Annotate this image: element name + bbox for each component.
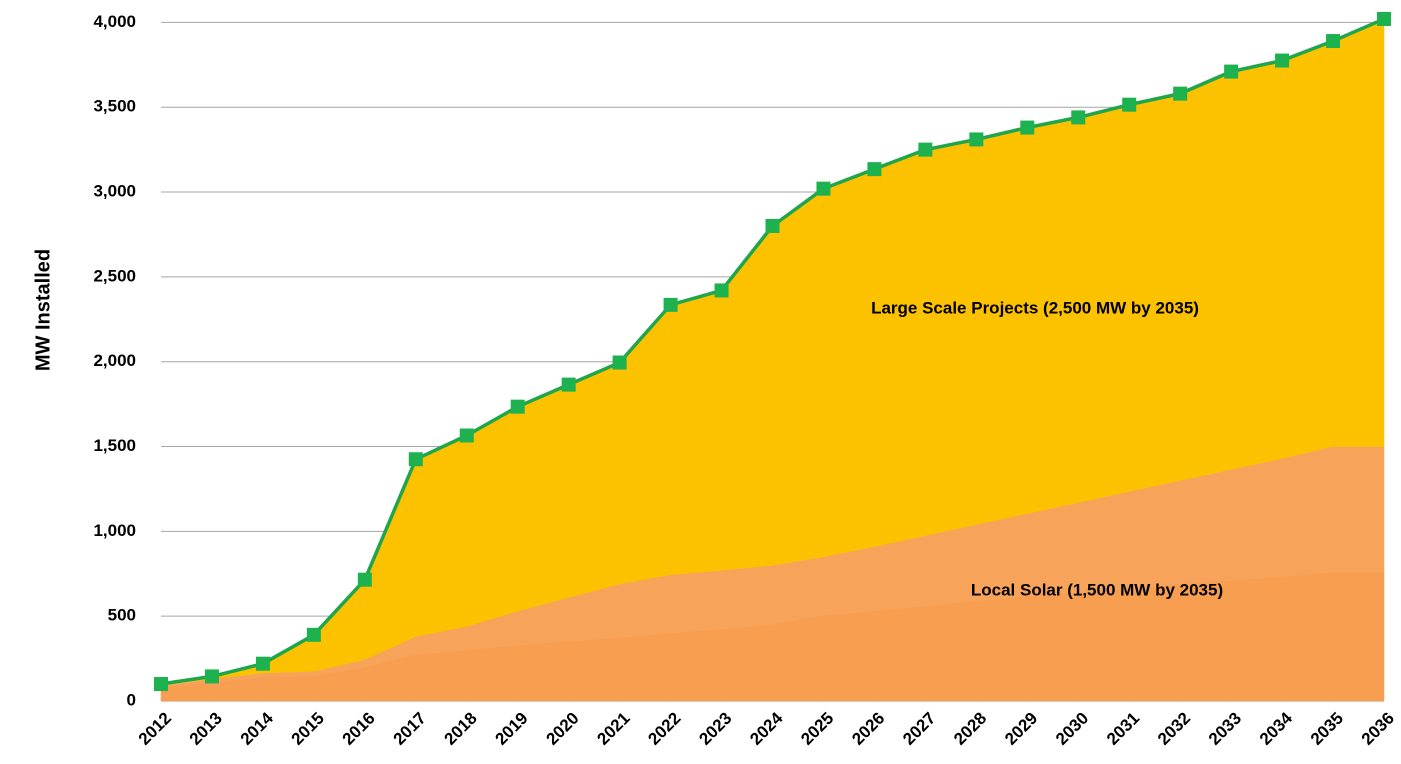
marker	[408, 452, 423, 467]
x-tick-label: 2021	[593, 709, 633, 749]
x-tick-label: 2024	[746, 708, 787, 749]
x-tick-label: 2034	[1256, 708, 1297, 749]
marker	[1020, 120, 1035, 135]
marker	[1275, 53, 1290, 68]
x-tick-label: 2019	[492, 709, 532, 749]
x-tick-label: 2030	[1052, 709, 1092, 749]
annotation: Local Solar (1,500 MW by 2035)	[971, 580, 1223, 599]
y-tick-label: 3,000	[93, 182, 136, 201]
x-tick-label: 2027	[899, 709, 939, 749]
annotation: Large Scale Projects (2,500 MW by 2035)	[871, 298, 1199, 317]
marker	[714, 283, 729, 298]
x-tick-label: 2031	[1103, 709, 1143, 749]
marker	[1224, 64, 1239, 79]
x-tick-label: 2018	[441, 709, 481, 749]
marker	[918, 142, 933, 157]
marker	[510, 399, 525, 414]
x-tick-label: 2015	[288, 709, 328, 749]
x-tick-label: 2020	[542, 709, 582, 749]
marker	[969, 132, 984, 147]
y-tick-label: 500	[108, 606, 136, 625]
x-tick-label: 2026	[848, 709, 888, 749]
marker	[1173, 86, 1188, 101]
marker	[816, 181, 831, 196]
marker	[357, 572, 372, 587]
x-tick-label: 2036	[1358, 709, 1398, 749]
y-tick-label: 2,000	[93, 351, 136, 370]
x-tick-label: 2033	[1205, 709, 1245, 749]
y-axis-label: MW Installed	[32, 249, 54, 371]
y-tick-label: 3,500	[93, 97, 136, 116]
marker	[306, 627, 321, 642]
marker	[867, 162, 882, 177]
x-tick-label: 2029	[1001, 709, 1041, 749]
x-tick-label: 2025	[797, 709, 837, 749]
marker	[1377, 12, 1391, 26]
x-tick-label: 2014	[237, 708, 278, 749]
y-tick-label: 2,500	[93, 266, 136, 285]
marker	[154, 677, 168, 692]
x-tick-label: 2023	[695, 709, 735, 749]
y-tick-label: 1,000	[93, 521, 136, 540]
marker	[459, 428, 474, 443]
marker	[204, 669, 219, 684]
y-tick-label: 4,000	[93, 12, 136, 31]
marker	[561, 377, 576, 392]
x-tick-label: 2028	[950, 709, 990, 749]
marker	[765, 218, 780, 233]
marker	[1071, 110, 1086, 125]
x-tick-label: 2022	[644, 709, 684, 749]
y-tick-label: 1,500	[93, 436, 136, 455]
marker	[612, 355, 627, 370]
x-tick-label: 2017	[390, 709, 430, 749]
x-tick-label: 2032	[1154, 709, 1194, 749]
y-tick-label: 0	[127, 690, 136, 709]
x-tick-label: 2016	[339, 709, 379, 749]
marker	[663, 297, 678, 312]
x-tick-label: 2013	[186, 709, 226, 749]
marker	[255, 656, 270, 671]
marker	[1326, 34, 1341, 49]
marker	[1122, 97, 1137, 112]
x-tick-label: 2012	[135, 709, 175, 749]
x-tick-label: 2035	[1307, 709, 1347, 749]
